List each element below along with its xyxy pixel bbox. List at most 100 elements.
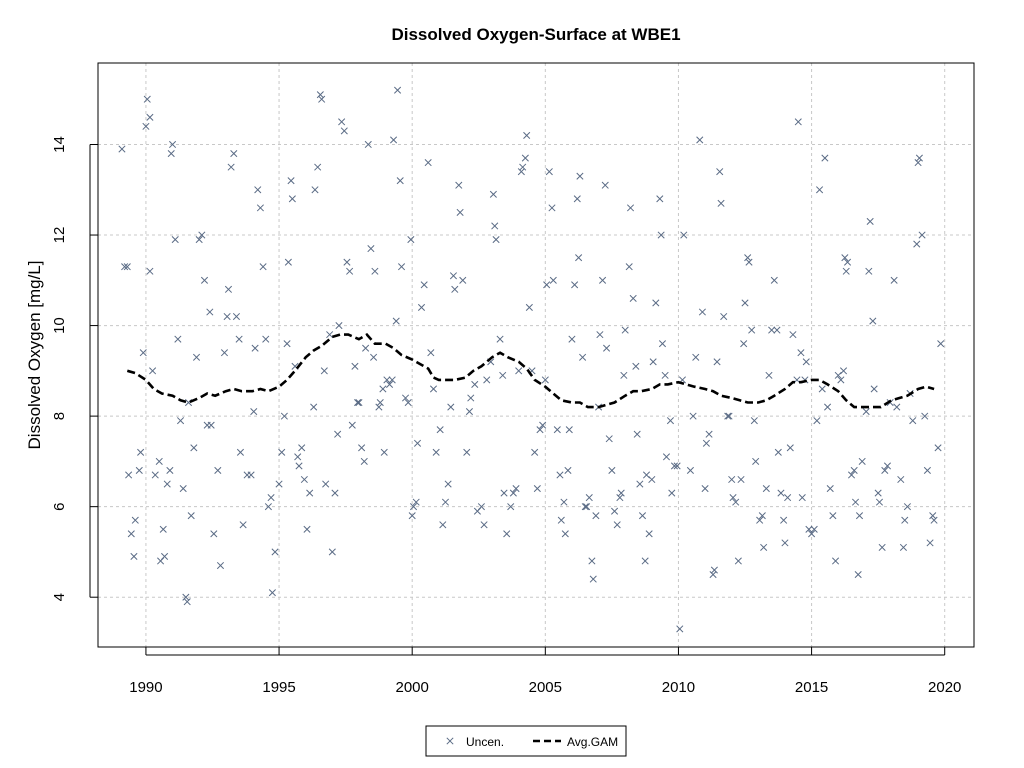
data-point bbox=[407, 236, 415, 244]
data-point bbox=[220, 349, 229, 357]
data-point bbox=[236, 448, 245, 456]
data-point bbox=[198, 231, 206, 239]
data-point bbox=[921, 412, 929, 420]
data-point bbox=[855, 512, 864, 520]
data-point bbox=[206, 308, 214, 316]
data-point bbox=[560, 498, 568, 506]
data-point bbox=[200, 276, 209, 284]
data-point bbox=[579, 353, 587, 361]
data-point bbox=[176, 417, 185, 425]
data-point bbox=[195, 236, 203, 244]
data-point bbox=[617, 489, 625, 497]
data-point bbox=[507, 503, 515, 511]
data-point bbox=[496, 335, 504, 343]
data-point bbox=[254, 186, 262, 194]
data-point bbox=[760, 543, 768, 551]
data-point bbox=[826, 484, 834, 493]
data-point bbox=[328, 548, 336, 556]
data-point bbox=[890, 276, 898, 284]
data-point bbox=[798, 494, 806, 502]
data-point bbox=[553, 426, 561, 434]
data-point bbox=[750, 417, 758, 425]
data-point bbox=[388, 376, 396, 384]
data-point bbox=[409, 503, 418, 511]
data-point bbox=[626, 204, 635, 212]
data-point bbox=[913, 240, 921, 248]
data-point bbox=[192, 353, 201, 361]
data-point bbox=[638, 512, 647, 520]
chart-title: Dissolved Oxygen-Surface at WBE1 bbox=[391, 25, 680, 44]
data-point bbox=[839, 367, 848, 375]
data-point bbox=[283, 340, 291, 348]
y-tick-label: 10 bbox=[51, 317, 68, 334]
data-point bbox=[740, 340, 748, 348]
data-point bbox=[575, 254, 583, 262]
data-point bbox=[652, 299, 660, 307]
data-point bbox=[854, 571, 862, 579]
data-point bbox=[737, 475, 745, 484]
data-point bbox=[334, 430, 342, 438]
data-point bbox=[909, 417, 917, 425]
data-point bbox=[354, 398, 362, 407]
data-point bbox=[842, 267, 850, 275]
data-point bbox=[412, 498, 420, 506]
data-point bbox=[621, 326, 629, 334]
data-point bbox=[295, 462, 303, 470]
data-point bbox=[250, 408, 258, 416]
data-point bbox=[768, 326, 776, 334]
data-point bbox=[284, 258, 292, 266]
data-point bbox=[865, 267, 873, 275]
data-point bbox=[557, 516, 565, 524]
data-point bbox=[264, 503, 272, 511]
data-point bbox=[146, 113, 154, 121]
data-point bbox=[673, 462, 681, 470]
data-point bbox=[705, 430, 713, 438]
data-point bbox=[480, 521, 488, 529]
data-point bbox=[137, 448, 145, 456]
data-point bbox=[489, 190, 497, 198]
data-point bbox=[599, 276, 607, 284]
data-point bbox=[314, 163, 322, 171]
gam-line bbox=[126, 332, 935, 409]
data-point bbox=[657, 231, 665, 239]
data-point bbox=[680, 231, 688, 239]
data-point bbox=[571, 281, 579, 289]
data-point bbox=[875, 498, 884, 506]
data-point bbox=[318, 95, 326, 103]
data-point bbox=[756, 516, 764, 524]
data-point bbox=[224, 285, 233, 293]
legend-uncen-marker bbox=[446, 737, 454, 745]
data-point bbox=[770, 276, 778, 284]
data-point bbox=[549, 276, 557, 284]
data-point bbox=[294, 453, 302, 461]
data-point bbox=[781, 539, 789, 547]
data-point bbox=[408, 512, 416, 520]
legend-label-avg-gam: Avg.GAM bbox=[567, 735, 618, 749]
data-point bbox=[424, 159, 432, 167]
data-point bbox=[821, 154, 829, 162]
data-point bbox=[331, 489, 339, 497]
data-point bbox=[262, 335, 270, 343]
data-point bbox=[789, 331, 797, 339]
data-point bbox=[636, 480, 644, 488]
data-point bbox=[632, 362, 640, 370]
data-point bbox=[608, 466, 616, 474]
data-point bbox=[338, 118, 346, 126]
data-point bbox=[786, 444, 794, 452]
data-point bbox=[386, 380, 394, 388]
data-point bbox=[780, 516, 788, 524]
data-point bbox=[151, 471, 159, 479]
data-point bbox=[519, 163, 527, 171]
data-point bbox=[396, 177, 404, 185]
data-point bbox=[499, 371, 507, 379]
data-point bbox=[813, 417, 821, 425]
data-point bbox=[661, 371, 669, 379]
data-point bbox=[280, 412, 288, 420]
data-point bbox=[829, 512, 837, 520]
data-point bbox=[256, 204, 264, 212]
data-point bbox=[710, 566, 718, 574]
data-point bbox=[914, 159, 922, 167]
data-point bbox=[883, 462, 892, 470]
data-point bbox=[278, 448, 286, 456]
data-point bbox=[784, 494, 792, 502]
